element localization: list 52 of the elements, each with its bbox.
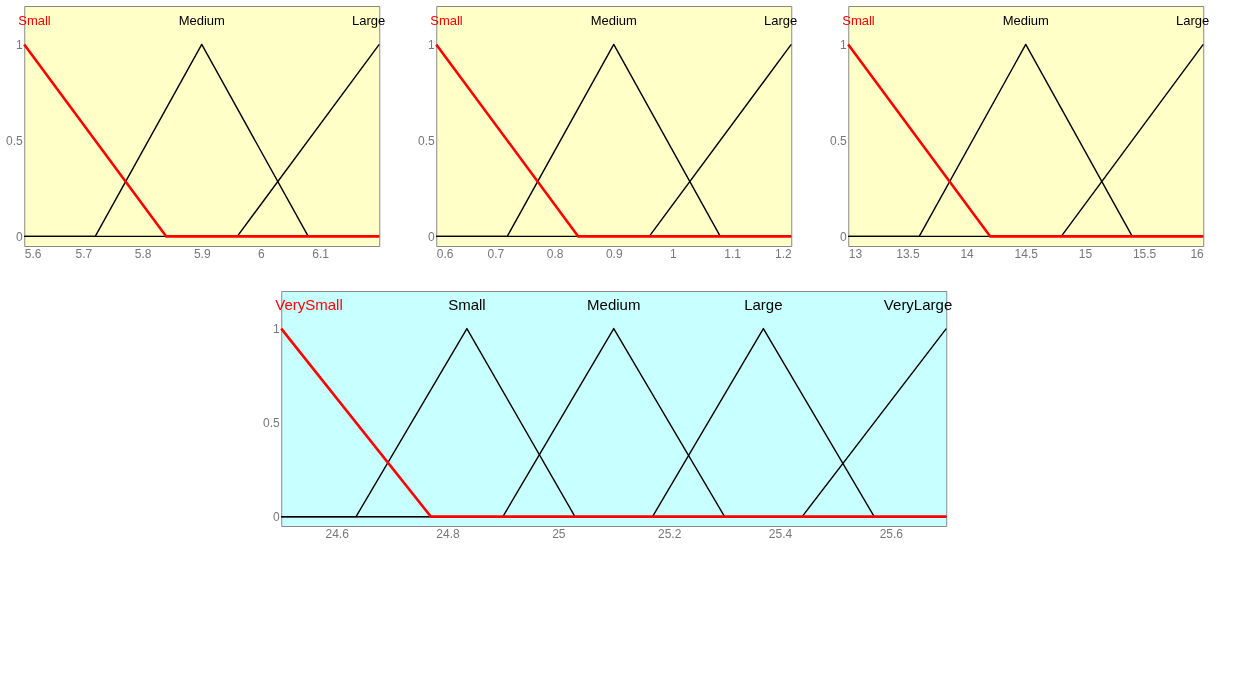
y-tick-label: 0.5 <box>263 416 281 431</box>
x-tick-label: 25 <box>552 526 566 541</box>
series-label: Medium <box>587 296 641 313</box>
series-label: Small <box>448 296 486 313</box>
y-tick-label: 1 <box>428 37 436 52</box>
y-tick-label: 0.5 <box>6 133 24 148</box>
y-tick-label: 0 <box>16 229 24 244</box>
x-tick-label: 13.5 <box>896 246 920 261</box>
series-label: Medium <box>178 13 225 28</box>
y-tick-label: 0 <box>428 229 436 244</box>
x-tick-label: 0.8 <box>546 246 564 261</box>
x-tick-label: 1 <box>670 246 678 261</box>
x-tick-label: 15 <box>1078 246 1093 261</box>
series-label: Small <box>842 13 875 28</box>
series-label: Medium <box>590 13 637 28</box>
y-tick-label: 1 <box>273 322 281 337</box>
series-label: Small <box>18 13 51 28</box>
series-label: Medium <box>1002 13 1049 28</box>
x-tick-label: 15.5 <box>1132 246 1157 261</box>
x-tick-label: 6 <box>258 246 266 261</box>
x-tick-label: 24.8 <box>436 526 460 541</box>
x-tick-label: 25.2 <box>657 526 682 541</box>
x-tick-label: 1.1 <box>724 246 742 261</box>
x-tick-label: 5.6 <box>24 246 42 261</box>
y-tick-label: 0 <box>840 229 848 244</box>
y-tick-label: 1 <box>840 37 848 52</box>
x-tick-label: 0.6 <box>436 246 454 261</box>
x-tick-label: 25.6 <box>879 526 904 541</box>
x-tick-label: 13 <box>848 246 863 261</box>
x-tick-label: 1.2 <box>775 246 793 261</box>
x-tick-label: 14 <box>960 246 975 261</box>
x-tick-label: 6.1 <box>312 246 330 261</box>
x-tick-label: 5.7 <box>75 246 93 261</box>
x-tick-label: 16 <box>1190 246 1205 261</box>
series-label: Large <box>744 296 783 313</box>
x-tick-label: 5.8 <box>134 246 152 261</box>
x-tick-label: 25.4 <box>768 526 793 541</box>
y-tick-label: 0.5 <box>418 133 436 148</box>
y-tick-label: 0.5 <box>830 133 848 148</box>
series-label: Large <box>764 13 798 28</box>
x-tick-label: 24.6 <box>325 526 350 541</box>
series-label: VerySmall <box>275 296 343 313</box>
x-tick-label: 5.9 <box>193 246 211 261</box>
series-label: Small <box>430 13 463 28</box>
series-label: VeryLarge <box>883 296 953 313</box>
x-tick-label: 14.5 <box>1014 246 1039 261</box>
x-tick-label: 0.9 <box>605 246 623 261</box>
y-tick-label: 0 <box>273 510 281 525</box>
series-label: Large <box>352 13 386 28</box>
series-label: Large <box>1176 13 1210 28</box>
x-tick-label: 0.7 <box>487 246 505 261</box>
y-tick-label: 1 <box>16 37 24 52</box>
